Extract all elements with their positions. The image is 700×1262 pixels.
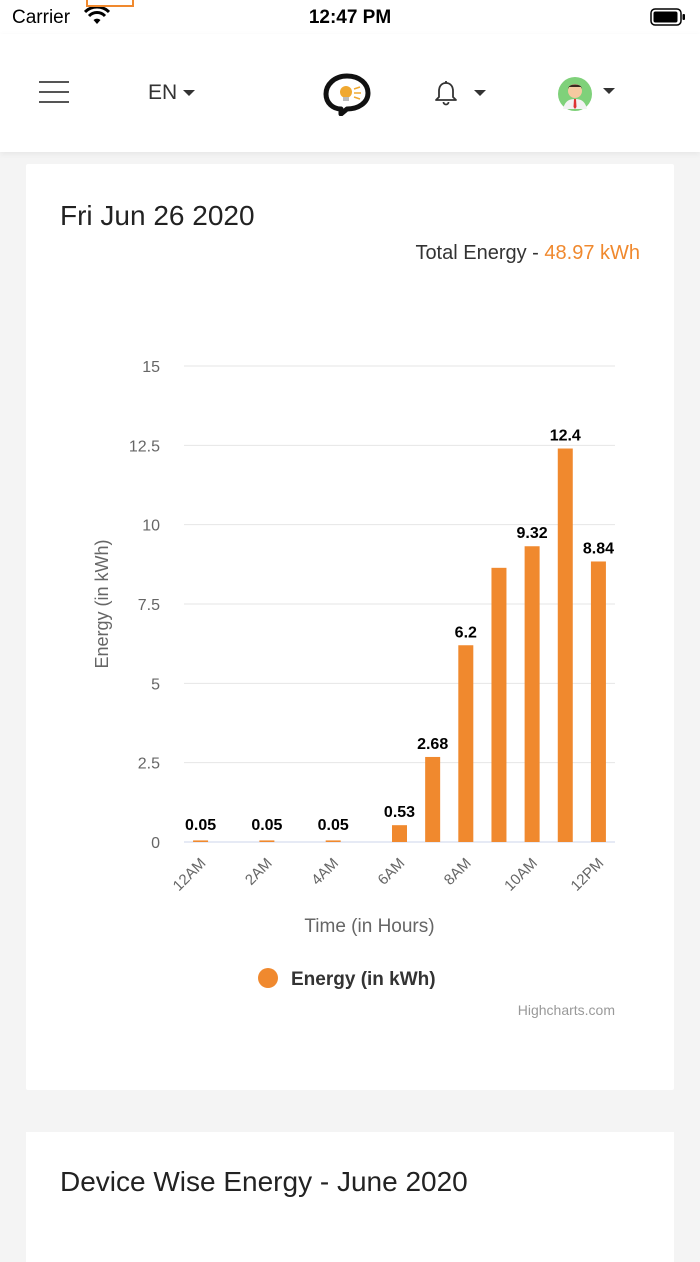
bar <box>392 825 407 842</box>
daily-energy-card: Fri Jun 26 2020 Total Energy - 48.97 kWh… <box>26 164 674 1090</box>
device-wise-energy-title: Device Wise Energy - June 2020 <box>60 1166 468 1197</box>
bar <box>425 756 441 842</box>
language-selector[interactable]: EN <box>148 81 196 105</box>
y-tick-label: 15 <box>142 359 160 376</box>
bar <box>557 448 573 842</box>
bar <box>590 561 606 842</box>
data-label: 6.2 <box>455 624 477 641</box>
logo-icon[interactable] <box>322 72 372 116</box>
x-axis-label: Time (in Hours) <box>304 916 434 937</box>
chevron-down-icon <box>183 90 196 97</box>
legend-label: Energy (in kWh) <box>291 969 436 990</box>
data-label: 0.53 <box>384 804 415 821</box>
y-tick-label: 12.5 <box>129 438 160 455</box>
orange-tab-indicator <box>86 0 134 7</box>
wifi-icon <box>84 6 110 24</box>
x-tick-label: 6AM <box>374 855 408 889</box>
data-label: 12.4 <box>550 428 581 445</box>
bar <box>458 645 474 842</box>
y-axis-label: Energy (in kWh) <box>92 539 112 668</box>
device-wise-energy-card: Device Wise Energy - June 2020 <box>26 1132 674 1262</box>
x-tick-label: 2AM <box>242 855 276 889</box>
x-tick-label: 12PM <box>568 855 608 895</box>
total-energy: Total Energy - 48.97 kWh <box>415 242 640 265</box>
status-time: 12:47 PM <box>308 7 392 28</box>
notifications-chevron-icon[interactable] <box>474 90 486 96</box>
y-tick-label: 7.5 <box>138 597 160 614</box>
avatar-icon[interactable] <box>557 76 593 112</box>
profile-chevron-icon[interactable] <box>603 88 615 94</box>
total-energy-label: Total Energy - <box>415 242 545 264</box>
x-tick-label: 4AM <box>308 855 342 889</box>
bar <box>259 840 275 842</box>
bar <box>524 546 540 842</box>
top-nav: EN <box>0 34 700 152</box>
x-tick-label: 10AM <box>501 855 541 895</box>
y-tick-label: 2.5 <box>138 756 160 773</box>
data-label: 9.32 <box>517 525 548 542</box>
chart-date: Fri Jun 26 2020 <box>60 200 255 231</box>
data-label: 2.68 <box>417 736 448 753</box>
menu-icon[interactable] <box>39 81 69 103</box>
energy-bar-chart: 0 2.5 5 7.5 10 12.5 15 Energy (in kWh) 0.05 0.05 0… <box>92 359 615 1018</box>
data-label: 0.05 <box>251 817 282 834</box>
battery-icon <box>650 8 685 26</box>
y-tick-label: 0 <box>151 835 160 852</box>
data-label: 0.05 <box>185 817 216 834</box>
x-tick-label: 12AM <box>170 855 210 895</box>
language-label: EN <box>148 81 178 104</box>
y-tick-label: 10 <box>142 518 160 535</box>
carrier-label: Carrier <box>12 7 71 28</box>
bar <box>193 840 209 842</box>
x-tick-label: 8AM <box>441 855 475 889</box>
data-label: 8.84 <box>583 540 614 557</box>
bar <box>325 840 341 842</box>
data-label: 0.05 <box>318 817 349 834</box>
y-tick-label: 5 <box>151 676 160 693</box>
legend-marker <box>258 968 278 988</box>
chart-credits: Highcharts.com <box>518 1002 615 1018</box>
total-energy-value: 48.97 kWh <box>544 242 640 264</box>
bar <box>491 567 507 842</box>
bell-icon[interactable] <box>434 80 458 106</box>
